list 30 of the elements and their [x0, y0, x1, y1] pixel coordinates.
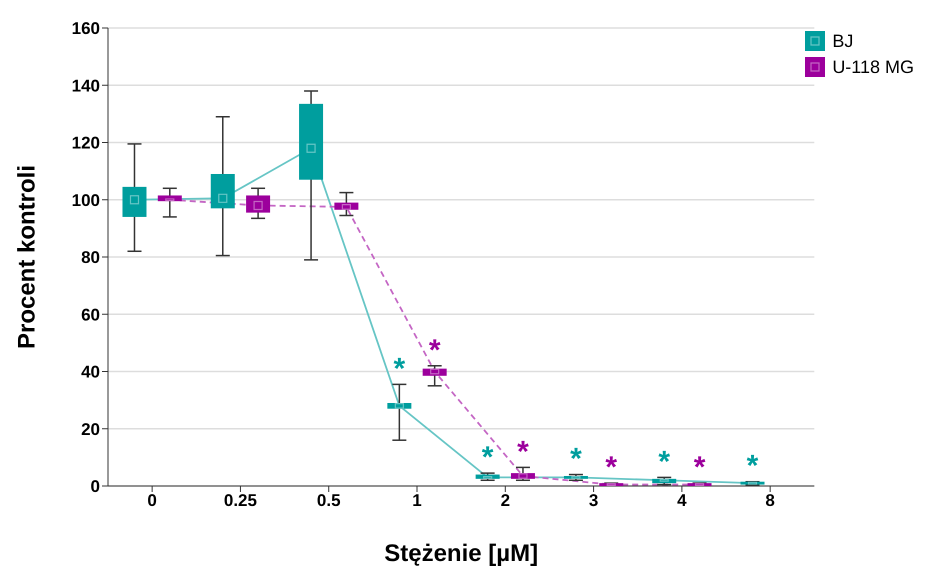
x-tick-label: 0	[147, 491, 157, 510]
y-tick-label: 20	[81, 420, 100, 439]
text: *	[746, 450, 758, 483]
y-tick-label: 60	[81, 305, 100, 324]
x-tick-label: 2	[500, 491, 510, 510]
y-tick-label: 80	[81, 248, 100, 268]
text: *	[428, 334, 441, 367]
text: *	[482, 441, 494, 474]
legend-label: BJ	[832, 30, 854, 52]
y-tick-label: 120	[72, 134, 100, 153]
x-tick-label: 1	[412, 491, 422, 510]
y-tick-label: 40	[81, 362, 100, 382]
text: *	[394, 352, 406, 386]
x-axis-title: Stężenie [µM]	[384, 540, 538, 567]
y-tick-label: 160	[72, 19, 100, 38]
text: *	[694, 451, 706, 484]
text: *	[658, 445, 670, 478]
x-tick-label: 3	[588, 491, 598, 510]
y-tick-label: 140	[72, 76, 100, 96]
x-tick-label: 0.25	[224, 491, 257, 510]
y-tick-label: 0	[90, 477, 100, 496]
text: *	[570, 442, 582, 476]
x-tick-label: 8	[765, 491, 775, 510]
text: *	[605, 451, 618, 484]
text: *	[517, 435, 529, 468]
y-tick-label: 100	[72, 190, 100, 210]
y-axis-title: Procent kontroli	[14, 164, 41, 350]
x-tick-label: 0.5	[316, 491, 341, 510]
x-tick-label: 4	[677, 491, 688, 510]
legend-label: U-118 MG	[832, 56, 914, 78]
